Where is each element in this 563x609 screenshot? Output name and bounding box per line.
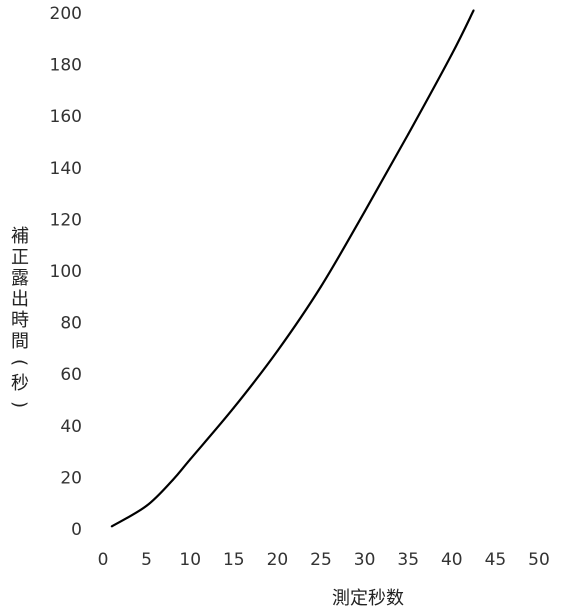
y-axis-title-char: ( xyxy=(9,358,31,367)
data-point xyxy=(320,285,322,288)
x-tick-label: 10 xyxy=(179,550,201,570)
y-axis-title-char: 時 xyxy=(11,310,29,331)
data-point xyxy=(363,210,366,213)
y-tick-label: 120 xyxy=(50,210,82,230)
data-point xyxy=(110,525,113,528)
y-tick-label: 160 xyxy=(50,107,82,127)
y-tick-label: 100 xyxy=(50,262,82,282)
y-tick-label: 180 xyxy=(50,56,82,76)
y-axis-title-char: 露 xyxy=(11,268,29,289)
x-tick-label: 50 xyxy=(528,550,550,570)
data-point xyxy=(472,9,475,12)
data-point xyxy=(189,458,192,461)
x-tick-labels: 0 5 10 15 20 25 30 35 40 45 50 xyxy=(98,550,550,570)
y-tick-label: 200 xyxy=(50,4,82,24)
y-tick-labels: 0 20 40 60 80 100 120 140 160 180 200 xyxy=(50,4,82,540)
series-line xyxy=(111,9,475,528)
data-point xyxy=(276,349,279,352)
y-axis-title-char: 間 xyxy=(11,331,29,352)
y-tick-label: 40 xyxy=(60,417,82,437)
y-tick-label: 20 xyxy=(60,468,82,488)
y-tick-label: 60 xyxy=(60,365,82,385)
x-tick-label: 40 xyxy=(441,550,463,570)
data-point xyxy=(450,53,453,56)
x-tick-label: 0 xyxy=(98,550,109,570)
x-tick-label: 15 xyxy=(223,550,245,570)
x-tick-label: 20 xyxy=(267,550,289,570)
y-axis-title-char: ) xyxy=(9,400,31,409)
y-axis-title-char: 補 xyxy=(11,226,29,247)
data-point xyxy=(407,133,410,136)
x-tick-label: 5 xyxy=(141,550,152,570)
y-tick-label: 0 xyxy=(71,520,82,540)
y-tick-label: 140 xyxy=(50,159,82,179)
data-point xyxy=(145,504,148,507)
y-tick-label: 80 xyxy=(60,314,82,334)
y-axis-title: 補正露出時間 ( 秒) xyxy=(8,226,32,415)
x-tick-label: 25 xyxy=(310,550,332,570)
y-axis-title-char: 正 xyxy=(11,247,29,268)
data-point xyxy=(171,478,174,481)
x-axis-title: 測定秒数 xyxy=(332,588,404,609)
y-axis-title-char: 秒 xyxy=(11,373,29,394)
y-axis-title-char: 出 xyxy=(11,289,29,310)
series-group xyxy=(110,9,475,528)
x-tick-label: 35 xyxy=(397,550,419,570)
data-point xyxy=(232,406,235,409)
x-tick-label: 30 xyxy=(354,550,376,570)
x-tick-label: 45 xyxy=(485,550,507,570)
